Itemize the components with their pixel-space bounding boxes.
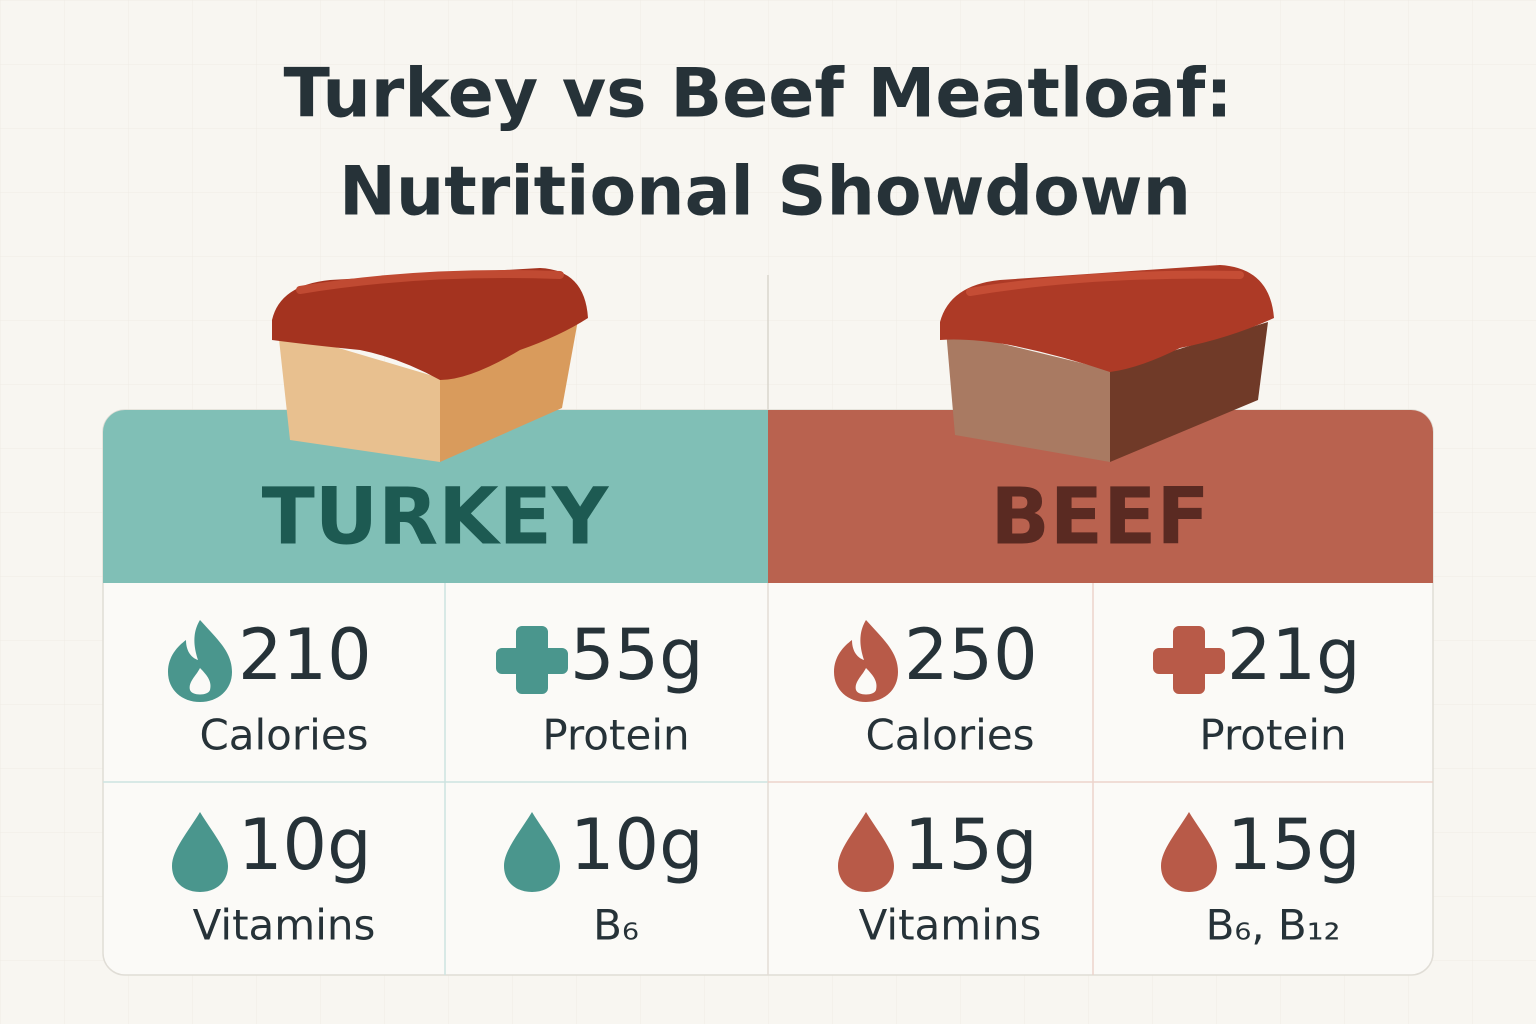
drop-shape	[838, 812, 894, 892]
stat-label: Protein	[1199, 711, 1346, 760]
flame-core	[855, 668, 877, 695]
flame-icon	[834, 620, 898, 702]
cell-dividers	[103, 583, 1433, 975]
drop-shape	[172, 812, 228, 892]
flame-shape	[168, 620, 232, 702]
stat-value: 10g	[238, 804, 372, 886]
stat-label: Calories	[199, 711, 368, 760]
flame-icon	[168, 620, 232, 702]
flame-shape	[834, 620, 898, 702]
turkey-header	[103, 410, 768, 583]
flame-core	[189, 668, 211, 695]
title-line: Turkey vs Beef Meatloaf:	[283, 55, 1232, 134]
stat-label: Protein	[542, 711, 689, 760]
stat-label: Calories	[865, 711, 1034, 760]
drop-shape	[1161, 812, 1217, 892]
beef-header	[768, 410, 1433, 583]
turkey-loaf	[272, 268, 588, 462]
stat-value: 21g	[1227, 614, 1361, 696]
drop-icon	[1161, 812, 1217, 892]
stat-label: Vitamins	[859, 901, 1042, 950]
stat-value: 15g	[1227, 804, 1361, 886]
panel-name: TURKEY	[262, 472, 610, 562]
drop-icon	[504, 812, 560, 892]
beef-loaf	[940, 265, 1274, 462]
stat-value: 210	[238, 614, 372, 696]
plus-shape	[496, 626, 568, 694]
drop-icon	[172, 812, 228, 892]
drop-icon	[838, 812, 894, 892]
stat-label: Vitamins	[193, 901, 376, 950]
title-line: Nutritional Showdown	[339, 153, 1191, 232]
stat-label: B₆, B₁₂	[1206, 901, 1341, 950]
plus-icon	[496, 626, 568, 694]
drop-shape	[504, 812, 560, 892]
panel-name: BEEF	[990, 472, 1209, 562]
stat-value: 250	[904, 614, 1038, 696]
stat-value: 10g	[570, 804, 704, 886]
stat-label: B₆	[593, 901, 639, 950]
stat-value: 15g	[904, 804, 1038, 886]
plus-icon	[1153, 626, 1225, 694]
stat-value: 55g	[570, 614, 704, 696]
plus-shape	[1153, 626, 1225, 694]
